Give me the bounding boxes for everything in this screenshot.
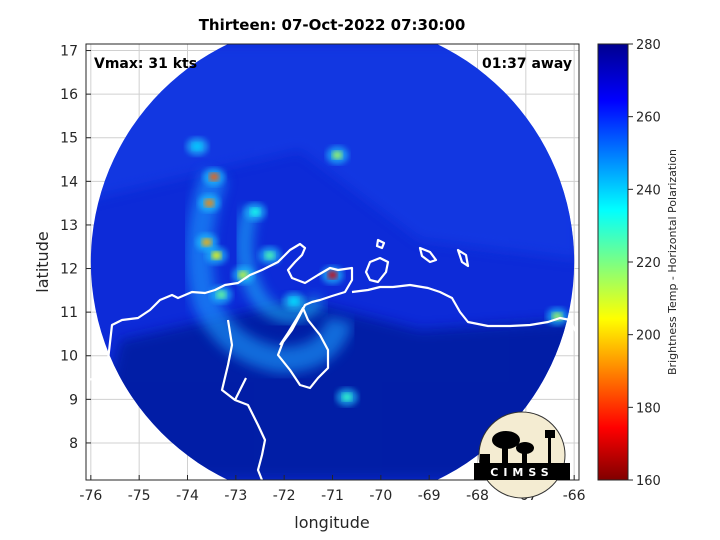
x-tick-label: -68 — [466, 488, 489, 504]
chart-title: Thirteen: 07-Oct-2022 07:30:00 — [199, 16, 466, 34]
coastline-bonaire — [375, 238, 386, 250]
logo-silhouette — [480, 430, 555, 464]
colorbar-label: Brightness Temp - Horizontal Polarizatio… — [666, 149, 679, 375]
warm-spot — [264, 251, 275, 260]
y-tick-label: 12 — [60, 262, 78, 278]
warm-spot — [327, 271, 338, 280]
x-tick-label: -74 — [176, 488, 199, 504]
x-tick-label: -76 — [79, 488, 102, 504]
x-tick-label: -69 — [418, 488, 441, 504]
x-tick-label: -72 — [273, 488, 296, 504]
y-tick-label: 11 — [60, 305, 78, 321]
y-tick-label: 9 — [69, 392, 78, 408]
colorbar-tick-label: 260 — [636, 111, 661, 126]
colorbar-tick-label: 200 — [636, 329, 661, 344]
coastlines — [86, 238, 579, 480]
away-annotation: 01:37 away — [482, 56, 572, 72]
warm-spot — [288, 297, 299, 306]
coastline-aruba-curacao — [364, 256, 390, 284]
y-tick-label: 14 — [60, 174, 78, 190]
vmax-annotation: Vmax: 31 kts — [94, 56, 197, 72]
warm-spot — [201, 238, 212, 247]
colorbar-tick-label: 240 — [636, 183, 661, 198]
colorbar-tick-label: 160 — [636, 474, 661, 489]
colorbar-tick-label: 180 — [636, 401, 661, 416]
warm-spot — [216, 290, 227, 299]
logo-base — [474, 463, 570, 480]
y-ticks: 8 9 10 11 12 13 14 15 16 17 — [60, 44, 91, 452]
x-tick-label: -73 — [224, 488, 247, 504]
y-tick-label: 17 — [60, 44, 78, 60]
warm-spot — [209, 172, 220, 181]
y-tick-label: 13 — [60, 218, 78, 234]
rain-band — [186, 170, 353, 374]
coastline-lake-interior — [220, 319, 267, 480]
y-tick-label: 10 — [60, 349, 78, 365]
warm-spot — [250, 207, 261, 216]
cimss-logo: CIMSS — [474, 411, 570, 499]
x-tick-label: -70 — [369, 488, 392, 504]
logo-text: CIMSS — [490, 466, 553, 479]
x-axis-label: longitude — [294, 513, 369, 532]
coastline-inland — [234, 377, 247, 401]
warm-spot — [204, 199, 215, 208]
y-axis-label: latitude — [33, 231, 52, 292]
coastline-gulf — [351, 283, 579, 339]
y-tick-label: 8 — [69, 436, 78, 452]
coastline-island-east — [418, 246, 438, 264]
colorbar — [597, 43, 629, 481]
coastline-island-east2 — [456, 248, 470, 268]
colorbar-ticks: 160 180 200 220 240 260 280 — [628, 38, 661, 489]
x-tick-label: -71 — [321, 488, 344, 504]
colorbar-tick-label: 220 — [636, 256, 661, 271]
x-tick-label: -75 — [128, 488, 151, 504]
y-tick-label: 15 — [60, 131, 78, 147]
warm-spot — [192, 142, 203, 151]
y-tick-label: 16 — [60, 87, 78, 103]
colorbar-tick-label: 280 — [636, 38, 661, 53]
coastline-south-america — [86, 242, 354, 390]
warm-spot — [332, 151, 343, 160]
x-tick-label: -66 — [563, 488, 586, 504]
warm-spot — [342, 393, 352, 402]
warm-spot — [211, 251, 222, 260]
dark-region — [90, 300, 575, 480]
